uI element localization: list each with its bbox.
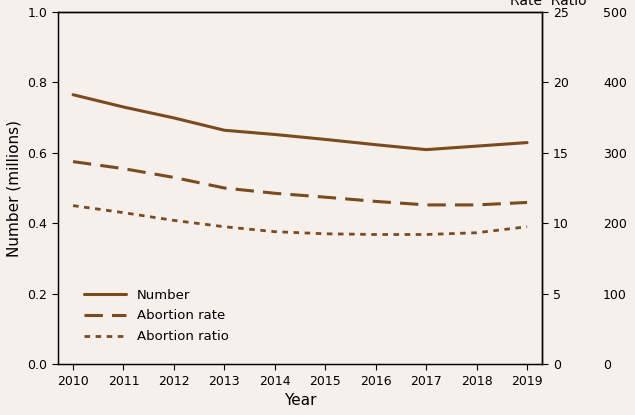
Abortion ratio [119, 210, 127, 215]
Number [119, 105, 127, 110]
Abortion ratio [422, 232, 430, 237]
Abortion ratio [372, 232, 380, 237]
Abortion ratio [321, 231, 329, 236]
Abortion rate [119, 166, 127, 171]
Legend: Number, Abortion rate, Abortion ratio: Number, Abortion rate, Abortion ratio [84, 288, 229, 343]
Number [69, 92, 77, 97]
Number [321, 137, 329, 142]
Abortion rate [422, 203, 430, 208]
Y-axis label: Number (millions): Number (millions) [7, 120, 22, 256]
Text: Rate  Ratio: Rate Ratio [511, 0, 587, 8]
Abortion rate [473, 203, 481, 208]
Number [372, 142, 380, 147]
Abortion rate [372, 199, 380, 204]
Number [271, 132, 279, 137]
Number [170, 115, 178, 120]
Abortion ratio [170, 218, 178, 223]
Abortion ratio [220, 224, 228, 229]
Abortion rate [69, 159, 77, 164]
Abortion ratio [473, 230, 481, 235]
Abortion rate [523, 200, 531, 205]
X-axis label: Year: Year [284, 393, 316, 408]
Abortion rate [220, 186, 228, 190]
Line: Abortion ratio: Abortion ratio [73, 205, 527, 234]
Number [220, 128, 228, 133]
Abortion ratio [271, 229, 279, 234]
Number [523, 140, 531, 145]
Abortion ratio [523, 224, 531, 229]
Abortion rate [271, 191, 279, 196]
Abortion ratio [69, 203, 77, 208]
Line: Abortion rate: Abortion rate [73, 161, 527, 205]
Abortion rate [321, 195, 329, 200]
Number [473, 144, 481, 149]
Number [422, 147, 430, 152]
Abortion rate [170, 175, 178, 180]
Line: Number: Number [73, 95, 527, 150]
